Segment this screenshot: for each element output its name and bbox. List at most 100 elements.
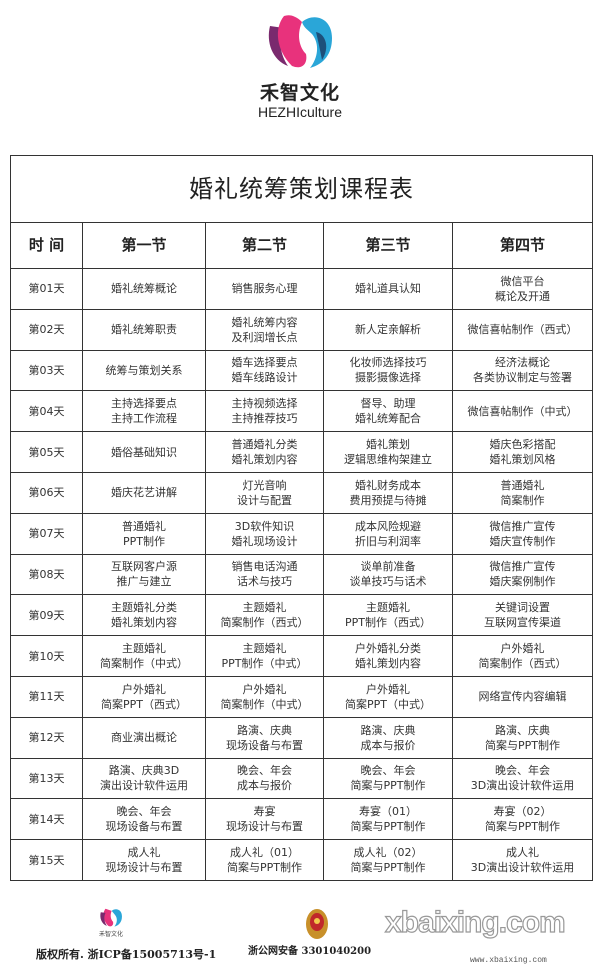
session-cell: 路演、庆典 简案与PPT制作 (451, 716, 594, 759)
session-line: 简案与PPT制作 (350, 820, 426, 834)
session-cell: 婚庆花艺讲解 (82, 471, 206, 514)
session-line: 简案与PPT制作 (485, 738, 561, 752)
column-header: 第二节 (205, 222, 324, 269)
session-line: 设计与配置 (237, 493, 292, 507)
session-cell: 户外婚礼 简案制作（中式） (205, 675, 324, 718)
session-cell: 微信推广宣传 婚庆案例制作 (451, 553, 594, 596)
session-line: 婚车选择要点 (231, 356, 298, 370)
session-line: 现场设计与布置 (105, 861, 183, 875)
session-line: PPT制作（西式） (345, 616, 431, 630)
session-cell: 普通婚礼 PPT制作 (82, 512, 206, 555)
session-cell: 微信推广宣传 婚庆宣传制作 (451, 512, 594, 555)
session-cell: 主题婚礼 PPT制作（中式） (205, 635, 324, 677)
session-line: 晚会、年会 (116, 805, 172, 819)
day-cell: 第02天 (10, 308, 83, 351)
session-line: 路演、庆典 (237, 723, 292, 737)
footer-logo-text: 禾智文化 (98, 931, 123, 938)
column-header: 第一节 (82, 222, 206, 269)
day-cell: 第04天 (10, 390, 83, 433)
session-line: 户外婚礼分类 (355, 642, 421, 656)
session-line: 互联网宣传渠道 (484, 616, 562, 630)
session-line: 成本风险规避 (355, 519, 421, 533)
day-cell: 第15天 (10, 839, 83, 881)
session-cell: 成人礼 现场设计与布置 (82, 839, 206, 881)
session-line: 演出设计软件运用 (100, 779, 188, 793)
session-cell: 主题婚礼分类 婚礼策划内容 (82, 594, 206, 637)
table-header-row: 时 间第一节 第二节 第三节 第四节 (10, 222, 594, 269)
session-line: 及利润增长点 (231, 330, 298, 344)
session-line: PPT制作（中式） (221, 657, 308, 671)
session-cell: 灯光音响 设计与配置 (205, 471, 324, 514)
session-line: 销售服务心理 (231, 282, 298, 296)
session-cell: 统筹与策划关系 (82, 349, 206, 392)
session-line: 普通婚礼分类 (231, 438, 298, 452)
session-line: 主持工作流程 (111, 412, 177, 426)
session-cell: 主题婚礼 简案制作（西式） (205, 594, 324, 637)
session-line: 成本与报价 (237, 779, 292, 793)
session-line: 统筹与策划关系 (105, 363, 183, 377)
session-line: 主持推荐技巧 (231, 412, 298, 426)
session-cell: 户外婚礼 简案制作（西式） (451, 635, 594, 677)
brand-name-cn: 禾智文化 (259, 82, 340, 104)
session-line: 路演、庆典 (360, 723, 416, 737)
session-line: 主题婚礼 (242, 642, 287, 656)
session-cell: 销售电话沟通 话术与技巧 (205, 553, 324, 596)
course-schedule-table: 婚礼统筹策划课程表 时 间第一节 第二节 第三节 第四节 第01天 婚礼统筹概论 销售服务… (9, 155, 594, 881)
session-cell: 寿宴（01） 简案与PPT制作 (323, 798, 453, 841)
session-line: 成人礼 (506, 846, 540, 860)
table-row: 第12天 商业演出概论 路演、庆典 现场设备与布置 路演、庆典 成本与报价 路演、庆典 简案与… (10, 716, 594, 759)
session-line: 婚庆花艺讲解 (111, 486, 177, 500)
session-line: 3D软件知识 (234, 519, 295, 533)
session-line: 寿宴（02） (493, 805, 552, 819)
footer-brand-logo (100, 908, 122, 927)
session-cell: 婚礼统筹职责 (82, 308, 206, 351)
session-cell: 寿宴 现场设计与布置 (205, 798, 324, 841)
session-cell: 寿宴（02） 简案与PPT制作 (451, 798, 594, 841)
session-line: 婚礼策划风格 (489, 453, 556, 467)
table-row: 第01天 婚礼统筹概论 销售服务心理 婚礼道具认知 微信平台 概论及开通 (10, 268, 594, 310)
session-line: 婚礼道具认知 (355, 282, 421, 296)
table-row: 第10天 主题婚礼 简案制作（中式） 主题婚礼 PPT制作（中式） 户外婚礼分类 婚礼策划内… (10, 635, 594, 677)
session-line: 简案与PPT制作 (485, 820, 561, 834)
day-cell: 第12天 (10, 716, 83, 759)
session-cell: 主题婚礼 简案制作（中式） (82, 635, 206, 677)
table-row: 第04天 主持选择要点 主持工作流程 主持视频选择 主持推荐技巧 督导、助理 婚礼统筹配合微… (10, 390, 594, 433)
session-cell: 晚会、年会 简案与PPT制作 (323, 757, 453, 800)
table-title: 婚礼统筹策划课程表 (9, 155, 594, 223)
session-line: 户外婚礼 (122, 682, 166, 696)
session-line: 户外婚礼 (242, 682, 287, 696)
day-cell: 第14天 (10, 798, 83, 841)
session-line: 销售电话沟通 (231, 560, 298, 574)
day-cell: 第09天 (10, 594, 83, 637)
session-cell: 晚会、年会 成本与报价 (205, 757, 324, 800)
session-line: 简案制作（西式） (478, 657, 567, 671)
session-line: 微信喜帖制作（中式） (467, 404, 578, 418)
session-line: 晚会、年会 (495, 764, 551, 778)
session-cell: 晚会、年会 3D演出设计软件运用 (451, 757, 594, 800)
police-record-text: 浙公网安备 3301040200 (248, 946, 372, 957)
session-line: 婚车线路设计 (231, 371, 298, 385)
session-line: 户外婚礼 (366, 682, 410, 696)
session-line: 3D演出设计软件运用 (470, 779, 575, 793)
session-line: 婚礼统筹职责 (111, 323, 177, 337)
session-line: 摄影摄像选择 (355, 371, 421, 385)
session-cell: 新人定亲解析 (323, 308, 453, 351)
session-line: 现场设备与布置 (226, 738, 303, 752)
session-line: 婚礼策划内容 (111, 616, 177, 630)
session-cell: 微信喜帖制作（西式） (451, 308, 594, 351)
session-line: 婚庆色彩搭配 (489, 438, 556, 452)
session-line: 主题婚礼分类 (111, 601, 177, 615)
session-line: 现场设计与布置 (226, 820, 303, 834)
watermark: xbaixing.com (384, 905, 566, 939)
session-cell: 婚俗基础知识 (82, 431, 206, 473)
session-cell: 微信喜帖制作（中式） (451, 390, 594, 433)
session-cell: 经济法概论 各类协议制定与签署 (451, 349, 594, 392)
session-cell: 成人礼（01） 简案与PPT制作 (205, 839, 324, 881)
session-line: 简案制作（西式） (220, 616, 309, 630)
session-line: 推广与建立 (116, 575, 172, 589)
brand-logo (268, 15, 332, 68)
table-row: 第03天 统筹与策划关系 婚车选择要点 婚车线路设计 化妆师选择技巧 摄影摄像选择 经济法概… (10, 349, 594, 392)
watermark-url: www.xbaixing.com (470, 956, 547, 965)
session-cell: 婚礼策划 逻辑思维构架建立 (323, 431, 453, 473)
session-cell: 互联网客户源 推广与建立 (82, 553, 206, 596)
